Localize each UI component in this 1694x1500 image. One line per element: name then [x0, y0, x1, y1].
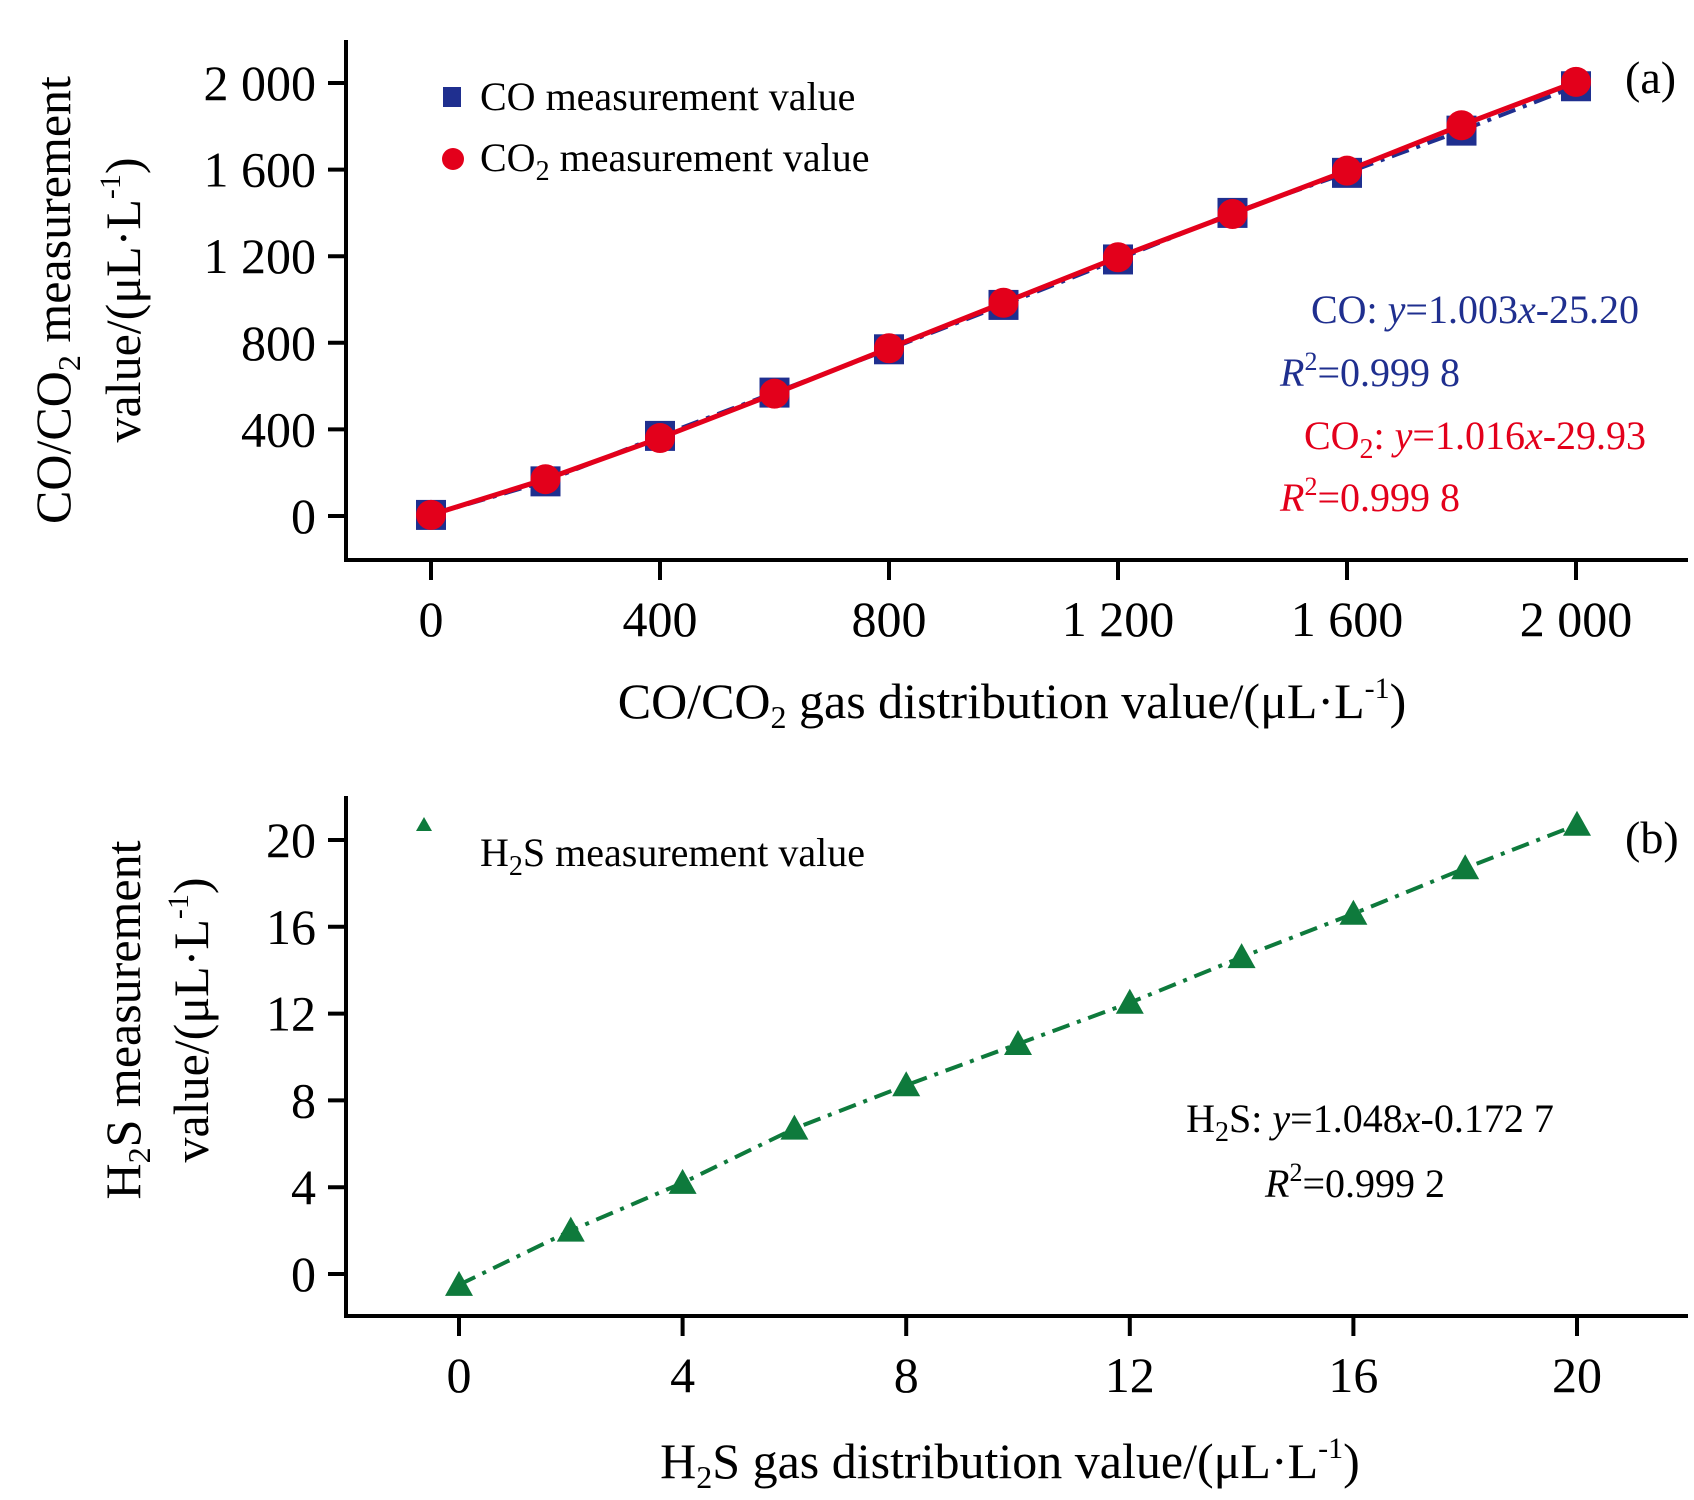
- x-tick-label: 20: [1552, 1347, 1602, 1403]
- panel-b-plot-area: [445, 810, 1591, 1296]
- co2-fit-r2: R2=0.999 8: [1279, 472, 1460, 520]
- data-point-h2s: [1115, 988, 1144, 1014]
- h2s-fit-equation: H2S: y=1.048x-0.172 7: [1186, 1096, 1554, 1148]
- y-tick-label: 16: [266, 899, 316, 955]
- panel-a-y-axis-title-line1: CO/CO2 measurement: [25, 76, 87, 524]
- x-tick-label: 1 600: [1291, 591, 1404, 647]
- panel-b-y-axis-title-line2: value/(μL·L-1): [162, 877, 219, 1162]
- y-tick-label: 1 200: [204, 228, 317, 284]
- legend-h2s-label: H2S measurement value: [480, 830, 865, 882]
- y-tick-label: 800: [241, 315, 316, 371]
- data-point-co2: [1217, 198, 1248, 229]
- x-tick-label: 8: [894, 1347, 919, 1403]
- data-point-co2: [988, 287, 1019, 318]
- x-tick-label: 1 200: [1062, 591, 1175, 647]
- panel-a-x-ticks: 0 400 800 1 200 1 600 2 000: [419, 560, 1633, 647]
- x-tick-label: 16: [1328, 1347, 1378, 1403]
- data-point-co2: [1446, 110, 1477, 141]
- co-fit-r2: R2=0.999 8: [1279, 347, 1460, 395]
- panel-b-x-axis-title: H2S gas distribution value/(μL·L-1): [660, 1432, 1360, 1495]
- panel-a-y-ticks: 0 400 800 1 200 1 600 2 000: [204, 55, 346, 544]
- data-point-co2: [759, 378, 790, 409]
- x-tick-label: 12: [1105, 1347, 1155, 1403]
- panel-a-axes: [344, 40, 1688, 562]
- data-point-h2s: [556, 1216, 585, 1242]
- panel-b-label: (b): [1625, 812, 1679, 863]
- y-tick-label: 12: [266, 986, 316, 1042]
- panel-a-y-axis-title-line2: value/(μL·L-1): [94, 157, 151, 442]
- data-point-h2s: [1227, 943, 1256, 969]
- panel-b-x-ticks: 0 4 8 12 16 20: [447, 1316, 1602, 1403]
- data-point-co2: [645, 423, 675, 454]
- y-tick-label: 8: [291, 1072, 316, 1128]
- panel-a-plot-area: [416, 66, 1591, 530]
- data-point-h2s: [892, 1071, 921, 1097]
- data-point-co2: [416, 499, 446, 530]
- y-tick-label: 1 600: [204, 142, 317, 198]
- y-tick-label: 0: [291, 1246, 316, 1302]
- panel-a: 0 400 800 1 200 1 600 2 000 0 400 800 1 200 1 600…: [25, 40, 1688, 735]
- h2s-fit-r2: R2=0.999 2: [1264, 1158, 1445, 1206]
- data-point-h2s: [1451, 854, 1480, 880]
- legend-co-square-icon: [443, 87, 461, 107]
- y-tick-label: 400: [241, 401, 316, 457]
- panel-a-label: (a): [1625, 52, 1676, 103]
- legend-co2-circle-icon: [442, 148, 464, 170]
- co2-fit-equation: CO2: y=1.016x-29.93: [1304, 413, 1646, 465]
- data-point-h2s: [1004, 1029, 1032, 1055]
- panel-a-x-axis-title: CO/CO2 gas distribution value/(μL·L-1): [618, 672, 1407, 735]
- y-tick-label: 20: [266, 812, 316, 868]
- y-tick-label: 4: [291, 1159, 316, 1215]
- data-point-h2s: [780, 1114, 809, 1140]
- panel-b-y-ticks: 0 4 8 12 16 20: [266, 812, 346, 1302]
- legend-co-label: CO measurement value: [480, 74, 855, 119]
- x-tick-label: 800: [852, 591, 927, 647]
- y-tick-label: 0: [291, 488, 316, 544]
- x-tick-label: 0: [447, 1347, 472, 1403]
- data-point-h2s: [1339, 899, 1368, 925]
- data-point-co2: [1103, 242, 1133, 273]
- legend-h2s-triangle-icon: [416, 817, 432, 831]
- data-point-co2: [1561, 66, 1591, 97]
- data-point-h2s: [445, 1270, 473, 1296]
- x-tick-label: 0: [419, 591, 444, 647]
- panel-b: 0 4 8 12 16 20 0 4 8 12 16 20 H2S measurement valu…: [95, 796, 1688, 1495]
- y-tick-label: 2 000: [204, 55, 317, 111]
- data-point-co2: [874, 333, 904, 364]
- data-point-co2: [530, 464, 561, 495]
- co-fit-equation: CO: y=1.003x-25.20: [1311, 287, 1639, 332]
- x-tick-label: 400: [623, 591, 698, 647]
- legend-co2-label: CO2 measurement value: [480, 135, 869, 187]
- data-point-co2: [1332, 155, 1362, 186]
- data-point-h2s: [668, 1168, 697, 1194]
- x-tick-label: 2 000: [1520, 591, 1633, 647]
- data-point-h2s: [1563, 810, 1591, 836]
- x-tick-label: 4: [670, 1347, 695, 1403]
- panel-b-y-axis-title-line1: H2S measurement: [95, 840, 157, 1199]
- panel-b-axes: [344, 796, 1688, 1318]
